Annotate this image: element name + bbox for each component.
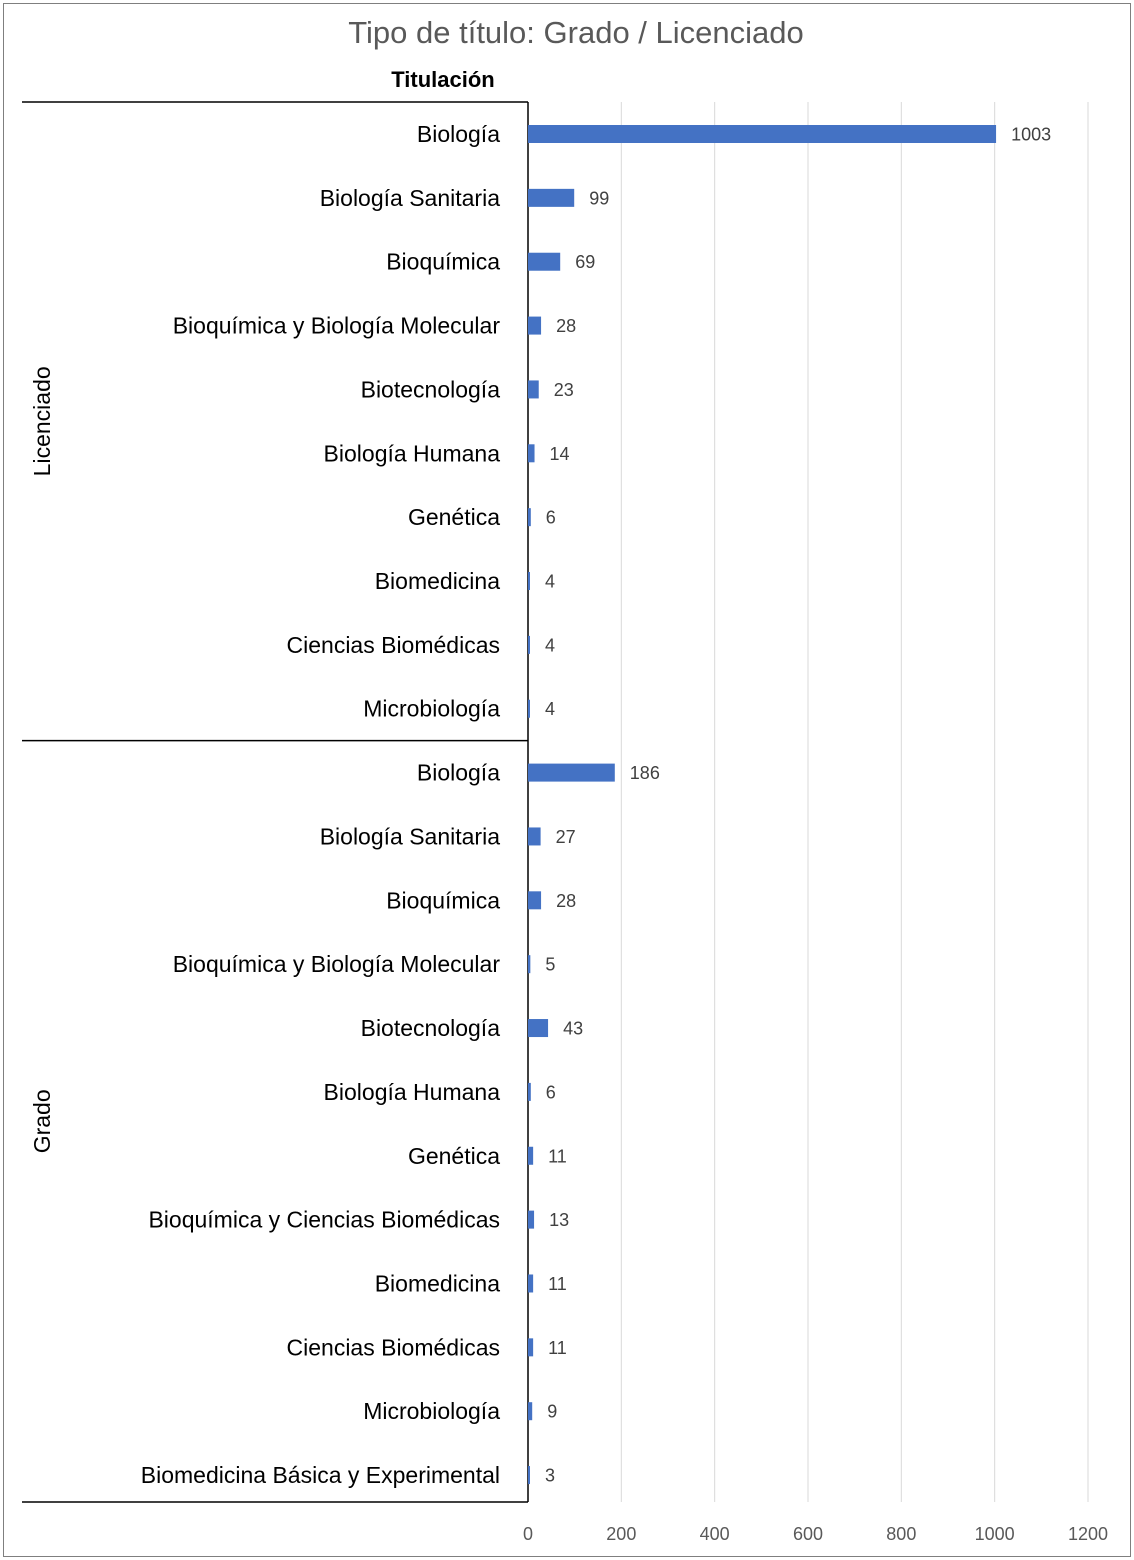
category-label: Ciencias Biomédicas xyxy=(287,632,500,658)
bar xyxy=(528,1082,531,1101)
bar xyxy=(528,444,535,463)
category-label: Biología Sanitaria xyxy=(320,823,500,849)
gridlines xyxy=(620,102,1089,1502)
bar xyxy=(528,1338,534,1357)
bar xyxy=(528,1274,534,1293)
category-axis xyxy=(22,101,529,1503)
bar xyxy=(528,1402,533,1421)
category-label: Biomedicina xyxy=(375,568,500,594)
category-label: Biotecnología xyxy=(361,1015,501,1041)
category-label: Biología Humana xyxy=(324,440,501,466)
x-tick-label: 1000 xyxy=(975,1524,1015,1544)
bar xyxy=(528,955,531,974)
x-tick-label: 1200 xyxy=(1068,1524,1108,1544)
category-label: Microbiología xyxy=(363,696,500,722)
x-tick-label: 400 xyxy=(700,1524,730,1544)
labels: 0 200 400 600 800 1000 1200 1003 Biología 99 Biolo… xyxy=(29,121,1108,1544)
bar xyxy=(528,699,530,718)
data-label: 28 xyxy=(556,316,576,336)
category-label: Bioquímica xyxy=(386,887,500,913)
group-label: Licenciado xyxy=(29,366,55,476)
group-label: Grado xyxy=(29,1089,55,1153)
category-label: Biotecnología xyxy=(361,376,501,402)
bar xyxy=(528,763,615,782)
data-label: 6 xyxy=(546,508,556,528)
x-tick-label: 600 xyxy=(793,1524,823,1544)
data-label: 5 xyxy=(545,955,555,975)
bar xyxy=(528,125,997,143)
data-label: 43 xyxy=(563,1019,583,1039)
bars xyxy=(528,125,997,1485)
data-label: 3 xyxy=(545,1466,555,1486)
bar xyxy=(528,188,575,207)
data-label: 4 xyxy=(545,572,555,592)
x-tick-label: 200 xyxy=(606,1524,636,1544)
category-label: Microbiología xyxy=(363,1398,500,1424)
bar xyxy=(528,1466,530,1485)
chart-title: Tipo de título: Grado / Licenciado xyxy=(348,15,804,50)
category-label: Biología xyxy=(417,121,500,147)
category-label: Bioquímica y Biología Molecular xyxy=(173,313,501,339)
data-label: 99 xyxy=(589,188,609,208)
x-tick-label: 0 xyxy=(523,1524,533,1544)
category-label: Ciencias Biomédicas xyxy=(287,1334,500,1360)
bar xyxy=(528,572,530,591)
data-label: 11 xyxy=(548,1146,567,1166)
bar xyxy=(528,508,531,527)
data-label: 27 xyxy=(556,827,576,847)
bar xyxy=(528,1019,549,1038)
data-label: 186 xyxy=(630,763,660,783)
category-label: Biomedicina Básica y Experimental xyxy=(141,1462,500,1488)
data-label: 1003 xyxy=(1011,125,1051,145)
bar xyxy=(528,1210,535,1229)
data-label: 11 xyxy=(548,1338,567,1358)
data-label: 28 xyxy=(556,891,576,911)
bar xyxy=(528,380,539,399)
bar xyxy=(528,316,542,335)
category-label: Biología Sanitaria xyxy=(320,185,500,211)
category-label: Genética xyxy=(408,504,500,530)
data-label: 14 xyxy=(550,444,570,464)
category-label: Bioquímica xyxy=(386,249,500,275)
data-label: 4 xyxy=(545,699,555,719)
row-header: Titulación xyxy=(391,67,495,92)
category-label: Bioquímica y Biología Molecular xyxy=(173,951,501,977)
data-label: 11 xyxy=(548,1274,567,1294)
category-label: Biología xyxy=(417,760,500,786)
data-label: 13 xyxy=(549,1210,569,1230)
x-tick-label: 800 xyxy=(886,1524,916,1544)
category-label: Bioquímica y Ciencias Biomédicas xyxy=(148,1207,500,1233)
data-label: 23 xyxy=(554,380,574,400)
category-label: Biomedicina xyxy=(375,1270,500,1296)
bar xyxy=(528,827,541,846)
bar xyxy=(528,252,561,271)
data-label: 4 xyxy=(545,635,555,655)
category-label: Biología Humana xyxy=(324,1079,501,1105)
bar xyxy=(528,1146,534,1165)
bar xyxy=(528,891,542,910)
bar xyxy=(528,635,530,654)
data-label: 6 xyxy=(546,1082,556,1102)
category-label: Genética xyxy=(408,1143,500,1169)
data-label: 9 xyxy=(547,1402,557,1422)
data-label: 69 xyxy=(575,252,595,272)
